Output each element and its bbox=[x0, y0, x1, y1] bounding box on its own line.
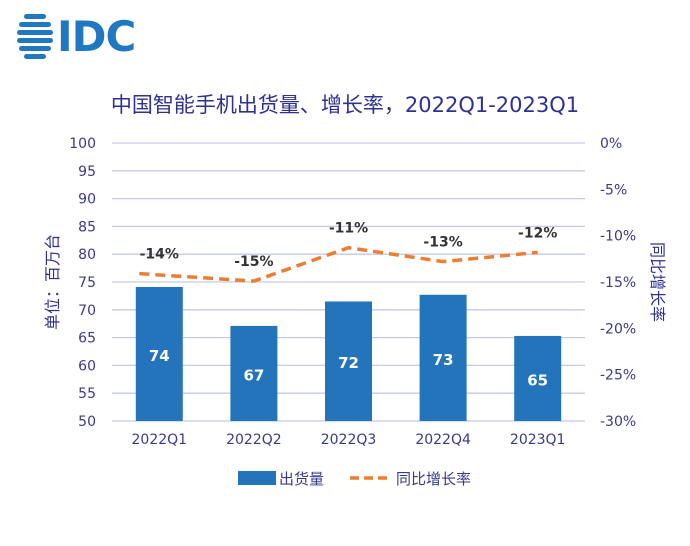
line-data-label: -12% bbox=[518, 225, 557, 241]
bar-data-label: 72 bbox=[338, 354, 359, 372]
bar bbox=[325, 301, 372, 421]
bar-data-label: 73 bbox=[433, 351, 454, 369]
line-data-label: -15% bbox=[234, 254, 273, 270]
bar bbox=[135, 287, 183, 421]
logo-globe-stripe bbox=[24, 54, 46, 59]
y2-tick-label: -25% bbox=[600, 368, 636, 384]
x-tick-label: 2022Q2 bbox=[226, 432, 282, 448]
y-tick-label: 50 bbox=[78, 414, 96, 430]
logo-globe-stripe bbox=[17, 30, 53, 35]
y-tick-label: 75 bbox=[78, 275, 96, 291]
bar-data-label: 65 bbox=[527, 371, 548, 389]
chart-title: 中国智能手机出货量、增长率，2022Q1-2023Q1 bbox=[111, 93, 579, 117]
legend-line-label: 同比增长率 bbox=[396, 470, 471, 488]
y2-tick-label: 0% bbox=[600, 136, 622, 152]
y-tick-label: 60 bbox=[78, 358, 96, 374]
bar bbox=[514, 335, 562, 421]
y-tick-label: 85 bbox=[78, 219, 96, 235]
y2-tick-label: -10% bbox=[600, 229, 636, 245]
y2-axis-label: 同比增长率 bbox=[648, 242, 667, 322]
y-tick-label: 90 bbox=[78, 192, 96, 208]
y-tick-label: 65 bbox=[78, 331, 96, 347]
y-tick-label: 55 bbox=[78, 386, 96, 402]
y2-tick-label: -15% bbox=[600, 275, 636, 291]
logo-globe-stripe bbox=[24, 14, 46, 19]
logo-text: IDC bbox=[57, 12, 135, 61]
logo-globe-stripe bbox=[19, 46, 51, 51]
line-data-label: -11% bbox=[329, 221, 368, 237]
line-data-label: -14% bbox=[140, 247, 179, 263]
y2-tick-label: -20% bbox=[600, 321, 636, 337]
legend-bar-label: 出货量 bbox=[279, 470, 324, 488]
y-tick-label: 100 bbox=[69, 136, 96, 152]
logo-globe-stripe bbox=[19, 22, 51, 27]
y-tick-label: 95 bbox=[78, 164, 96, 180]
y2-tick-label: -30% bbox=[600, 414, 636, 430]
y2-tick-label: -5% bbox=[600, 182, 627, 198]
x-tick-label: 2022Q1 bbox=[132, 432, 188, 448]
x-tick-label: 2022Q4 bbox=[415, 432, 471, 448]
bar bbox=[230, 325, 278, 421]
logo-globe-stripe bbox=[17, 38, 53, 43]
y-axis-label: 单位：百万台 bbox=[43, 234, 62, 330]
bar-data-label: 74 bbox=[149, 347, 170, 365]
x-tick-label: 2023Q1 bbox=[510, 432, 566, 448]
bar bbox=[419, 294, 467, 421]
growth-rate-line bbox=[139, 245, 538, 283]
y-tick-label: 80 bbox=[78, 247, 96, 263]
y-tick-label: 70 bbox=[78, 303, 96, 319]
x-tick-label: 2022Q3 bbox=[321, 432, 377, 448]
line-data-label: -13% bbox=[423, 235, 462, 251]
legend-bar-swatch bbox=[238, 471, 276, 485]
idc-logo bbox=[17, 14, 53, 59]
bar-data-label: 67 bbox=[243, 366, 264, 384]
